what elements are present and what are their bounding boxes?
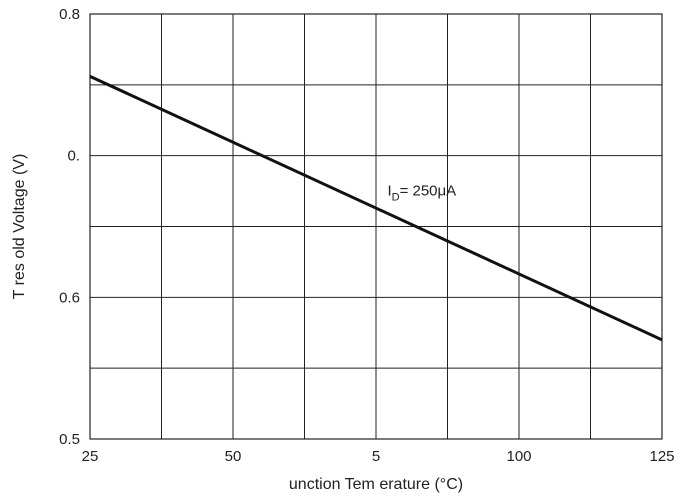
y-tick-labels: 0.8 0. 0.6 0.5 [59,6,80,448]
series-line [89,74,663,342]
x-tick-label: 100 [506,448,531,465]
y-tick-label: 0.8 [59,6,80,23]
x-tick-label: 5 [372,448,380,465]
grid [89,13,663,440]
plot-frame [89,13,663,440]
x-tick-label: 125 [649,448,674,465]
x-tick-label: 50 [225,448,242,465]
series-group [89,74,663,342]
y-tick-label: 0.6 [59,289,80,306]
y-tick-label: 0.5 [59,431,80,448]
y-tick-label: 0. [67,148,80,165]
annotation-rest: = 250μA [400,182,457,199]
x-tick-label: 25 [82,448,99,465]
annotation-subscript: D [392,191,400,203]
id-current-annotation: ID= 250μA [387,182,456,203]
annotation-main: I [387,182,391,199]
y-axis-label: T res old Voltage (V) [11,154,28,300]
x-axis-label: unction Tem erature (°C) [289,476,463,493]
x-tick-labels: 25 50 5 100 125 [82,448,675,465]
